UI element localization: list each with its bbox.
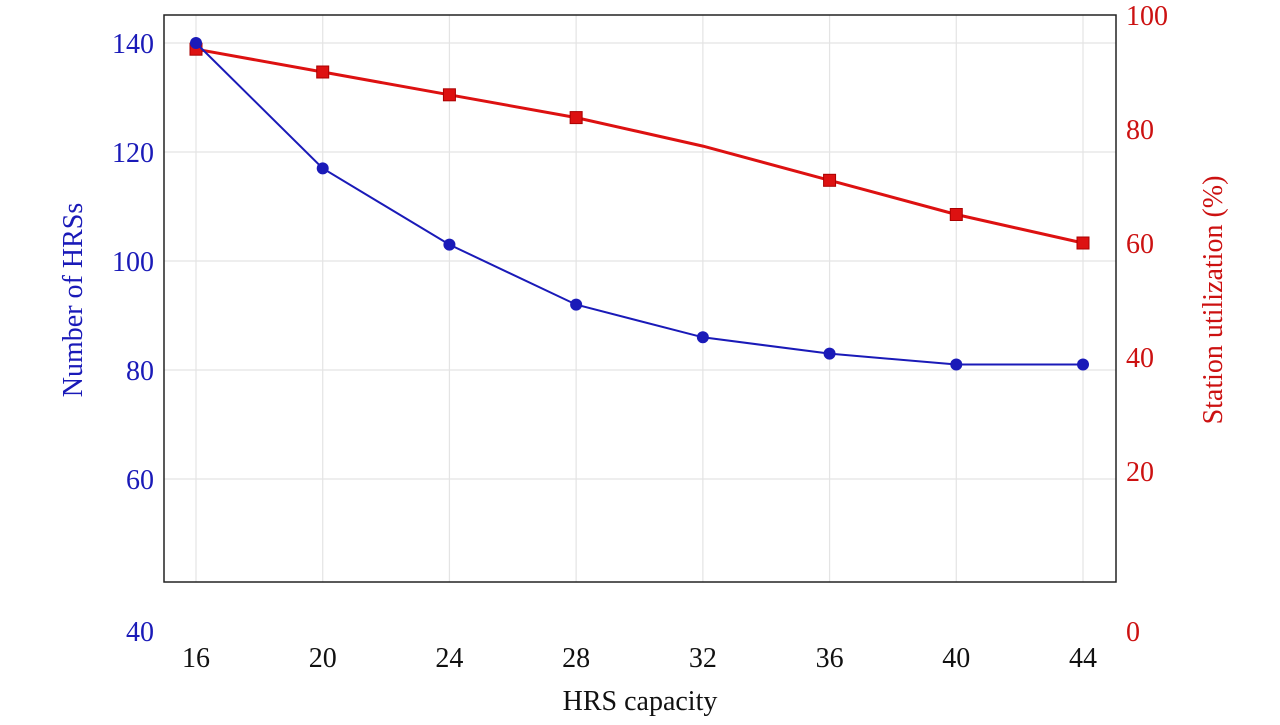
- left-axis-label: Number of HRSs: [58, 203, 89, 397]
- left-tick-label: 140: [112, 29, 154, 60]
- grid: [164, 15, 1116, 582]
- data-point-circle: [823, 347, 836, 360]
- x-tick-label: 36: [816, 643, 844, 674]
- left-tick-label: 80: [126, 356, 154, 387]
- right-tick-labels: 0 20 40 60 80 100: [1126, 1, 1168, 648]
- left-tick-label: 100: [112, 247, 154, 278]
- data-point-square: [949, 208, 963, 221]
- right-tick-label: 0: [1126, 617, 1140, 648]
- data-point-square: [316, 65, 330, 79]
- plot-frame: [163, 14, 1117, 583]
- right-tick-label: 40: [1126, 343, 1154, 374]
- data-point-circle: [443, 238, 456, 251]
- left-tick-label: 40: [126, 617, 154, 648]
- data-point-circle: [190, 37, 202, 49]
- series-group: [189, 37, 1090, 371]
- x-tick-label: 24: [435, 643, 463, 674]
- x-tick-label: 16: [182, 643, 210, 674]
- data-point-circle: [950, 358, 963, 371]
- data-point-circle: [316, 162, 329, 175]
- series-line-right: [195, 47, 1084, 245]
- right-tick-label: 20: [1126, 457, 1154, 488]
- right-tick-label: 100: [1126, 1, 1168, 32]
- right-tick-label: 60: [1126, 229, 1154, 260]
- data-point-circle: [1077, 358, 1089, 371]
- x-tick-label: 32: [689, 643, 717, 674]
- left-tick-labels: 40 60 80 100 120 140: [112, 29, 154, 648]
- data-point-circle: [570, 298, 583, 311]
- data-point-square: [1076, 236, 1090, 250]
- x-tick-labels: 16 20 24 28 32 36 40 44: [182, 643, 1097, 674]
- right-tick-label: 80: [1126, 115, 1154, 146]
- x-tick-label: 40: [942, 643, 970, 674]
- right-axis-label: Station utilization (%): [1198, 176, 1229, 425]
- data-point-square: [569, 111, 583, 125]
- x-tick-label: 20: [309, 643, 337, 674]
- left-tick-label: 60: [126, 465, 154, 496]
- data-point-square: [823, 173, 837, 187]
- x-tick-label: 28: [562, 643, 590, 674]
- left-tick-label: 120: [112, 138, 154, 169]
- x-tick-label: 44: [1069, 643, 1097, 674]
- data-point-square: [442, 88, 456, 102]
- x-axis-label: HRS capacity: [563, 686, 718, 717]
- data-point-circle: [696, 331, 709, 344]
- series-line-left: [195, 42, 1083, 366]
